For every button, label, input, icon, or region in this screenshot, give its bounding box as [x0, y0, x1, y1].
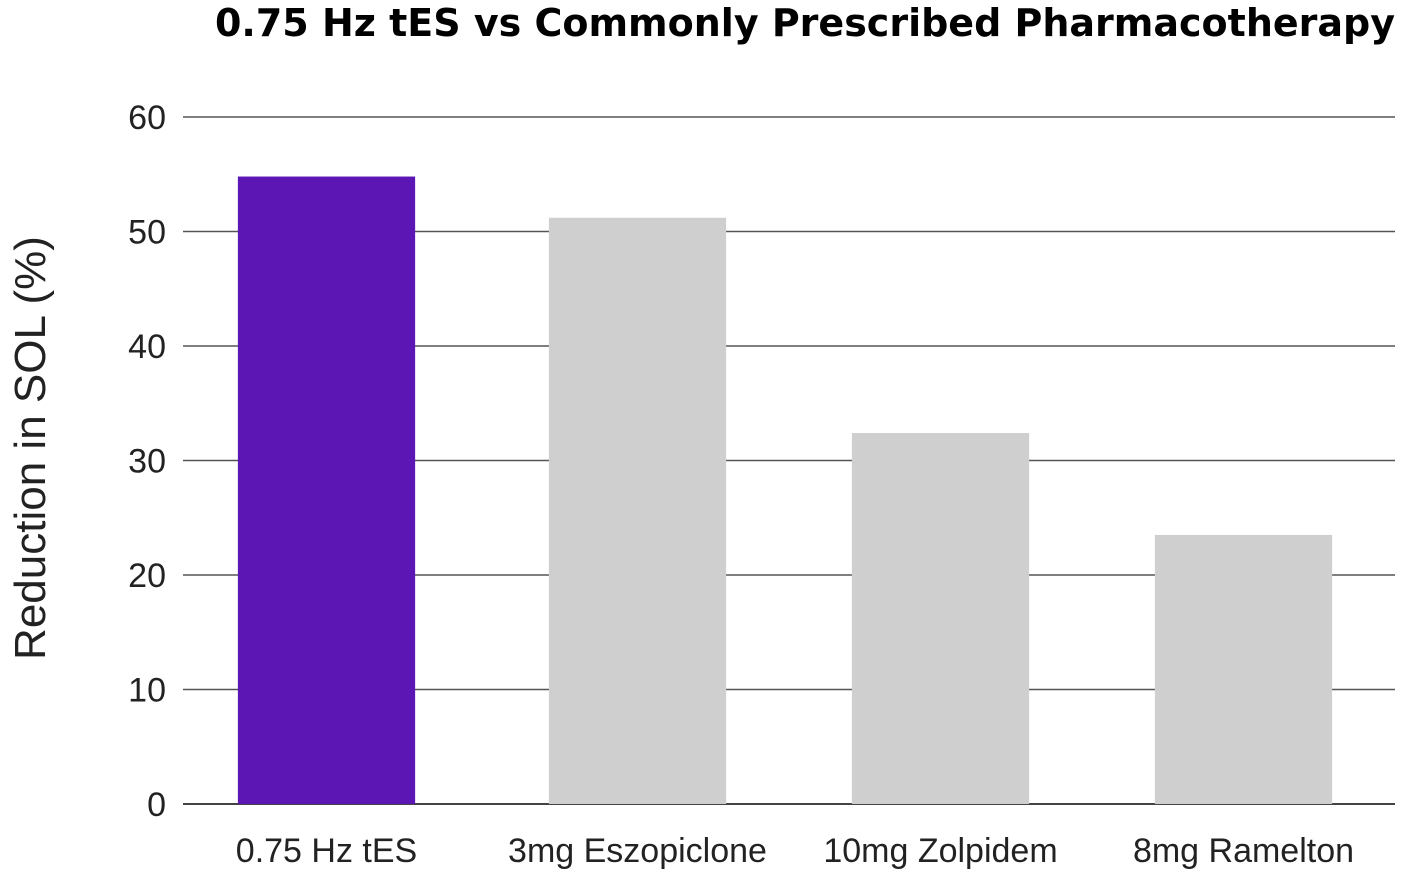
y-tick-label: 30: [128, 443, 166, 481]
bar: [237, 176, 416, 805]
bar: [1154, 534, 1333, 804]
y-tick-labels: 0 10 20 30 40 50 60: [128, 99, 166, 824]
x-category-label: 0.75 Hz tES: [236, 832, 417, 870]
y-tick-label: 0: [147, 786, 166, 824]
y-tick-label: 10: [128, 672, 166, 710]
x-category-label: 3mg Eszopiclone: [508, 832, 767, 870]
y-tick-label: 60: [128, 99, 166, 137]
y-axis-label: Reduction in SOL (%): [6, 236, 55, 660]
y-tick-label: 20: [128, 557, 166, 595]
x-category-label: 8mg Ramelton: [1133, 832, 1354, 870]
bar: [548, 217, 727, 804]
chart-title: 0.75 Hz tES vs Commonly Prescribed Pharm…: [215, 1, 1395, 45]
y-tick-label: 50: [128, 214, 166, 252]
x-category-labels: 0.75 Hz tES 3mg Eszopiclone 10mg Zolpidem 8…: [236, 832, 1354, 870]
x-category-label: 10mg Zolpidem: [823, 832, 1057, 870]
bar: [851, 433, 1030, 804]
bars: [237, 176, 1333, 805]
y-tick-label: 40: [128, 328, 166, 366]
